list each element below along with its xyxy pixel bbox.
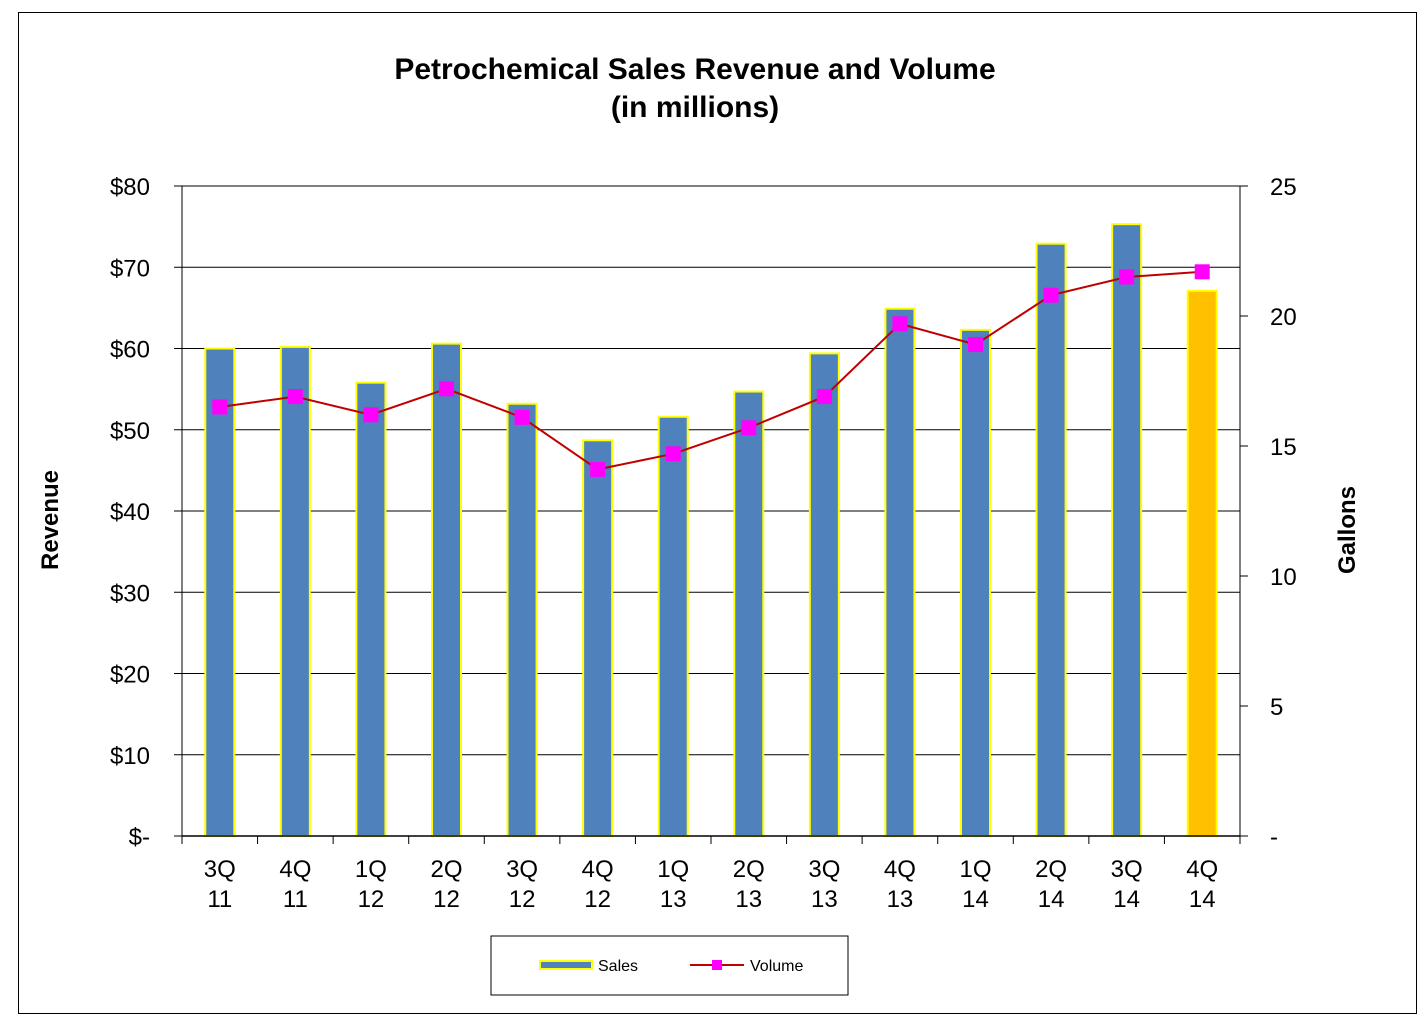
x-tick-label: 1Q 13 (657, 856, 689, 913)
volume-marker (1119, 269, 1135, 285)
y-tick-label: $20 (110, 662, 150, 689)
y-tick-label: $40 (110, 499, 150, 526)
axes (174, 185, 1248, 844)
legend-label-sales: Sales (598, 958, 638, 975)
volume-line (219, 270, 1203, 471)
volume-marker (968, 337, 983, 353)
chart-subtitle: (in millions) (611, 91, 779, 124)
chart-title: Petrochemical Sales Revenue and Volume (394, 53, 995, 86)
volume-marker (363, 407, 379, 423)
x-tick-label: 2Q 13 (733, 856, 765, 913)
legend-swatch-sales (539, 960, 593, 970)
y2-tick-label: 15 (1270, 434, 1297, 461)
volume-marker (665, 446, 681, 462)
volume-marker (287, 389, 303, 405)
x-tick-label: 1Q 14 (959, 856, 991, 913)
gridlines (182, 185, 1240, 756)
bar-sales (1111, 223, 1143, 837)
x-tick-label: 1Q 12 (355, 856, 387, 913)
bar-sales (733, 390, 765, 837)
volume-marker (212, 399, 228, 415)
volume-marker (514, 409, 530, 425)
bar-sales (506, 402, 538, 837)
volume-marker (1194, 264, 1210, 280)
x-tick-label: 4Q 12 (582, 856, 614, 913)
x-tick-label: 3Q 14 (1111, 856, 1143, 913)
x-tick-label: 4Q 14 (1186, 856, 1218, 913)
legend-swatch-volume-marker (712, 960, 722, 970)
legend-label-volume: Volume (750, 958, 803, 975)
x-tick-label: 3Q 13 (808, 856, 840, 913)
volume-marker (1043, 287, 1059, 303)
bar-sales (1186, 289, 1218, 837)
x-tick-label: 2Q 12 (430, 856, 462, 913)
volume-marker (439, 381, 454, 397)
y-tick-label: $- (129, 824, 150, 851)
volume-marker (590, 461, 606, 477)
bar-sales (1035, 242, 1067, 837)
y2-tick-label: 5 (1270, 694, 1283, 721)
y2-axis-title: Gallons (1334, 486, 1361, 574)
bar-sales (808, 352, 840, 837)
y-tick-label: $10 (110, 743, 150, 770)
bar-sales (355, 381, 387, 837)
y2-tick-label: 25 (1270, 174, 1297, 201)
x-tick-label: 3Q 11 (204, 856, 236, 913)
x-tick-label: 2Q 14 (1035, 856, 1067, 913)
tick-labels: $- $10 $20 $30 $40 $50 $60 $70 $80 - 5 10 15 20 25 3Q 11… (110, 174, 1297, 913)
y-tick-label: $70 (110, 255, 150, 282)
bar-sales (279, 345, 311, 837)
y-axis-title: Revenue (37, 470, 64, 570)
legend: Sales Volume (490, 935, 849, 996)
volume-marker (741, 420, 757, 436)
bar-series-sales (204, 223, 1218, 837)
bar-sales (657, 415, 689, 837)
x-tick-label: 4Q 13 (884, 856, 916, 913)
bar-sales (884, 307, 916, 837)
x-tick-label: 4Q 11 (279, 856, 311, 913)
y-tick-label: $30 (110, 580, 150, 607)
volume-marker (816, 389, 832, 405)
bar-sales (960, 328, 991, 837)
x-tick-label: 3Q 12 (506, 856, 538, 913)
y-tick-label: $80 (110, 174, 150, 201)
bar-sales (582, 439, 614, 837)
y2-tick-label: 20 (1270, 304, 1297, 331)
y-tick-label: $50 (110, 418, 150, 445)
y2-tick-label: 10 (1270, 564, 1297, 591)
chart-frame (18, 12, 1417, 1014)
y-tick-label: $60 (110, 337, 150, 364)
bar-sales (431, 342, 462, 837)
volume-marker (892, 316, 908, 332)
y2-tick-label: - (1270, 824, 1278, 851)
bar-sales (204, 347, 236, 837)
line-series-volume (212, 264, 1210, 477)
